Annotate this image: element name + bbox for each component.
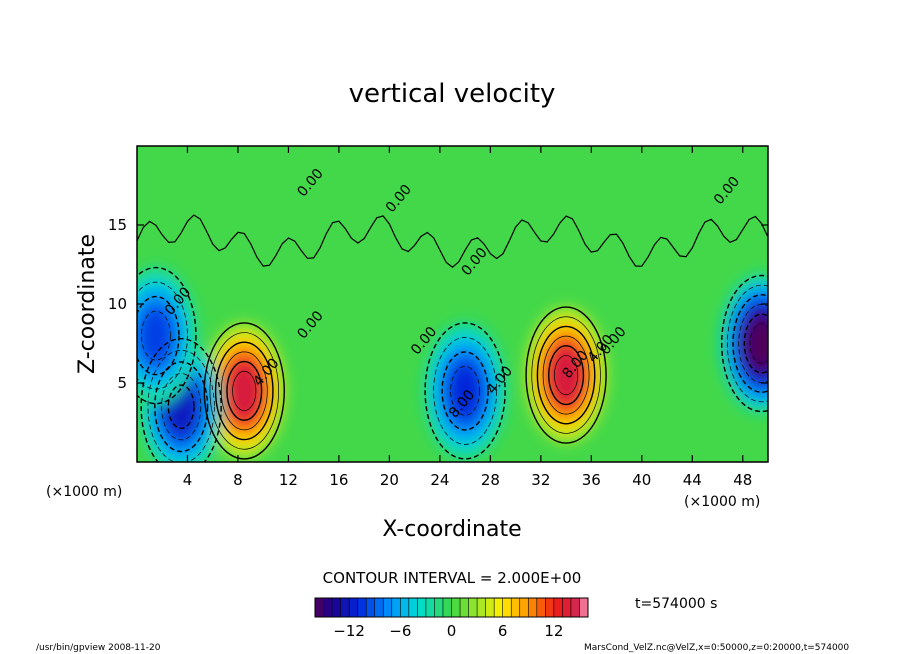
colorbar-cell (417, 598, 426, 617)
contour-interval-text: CONTOUR INTERVAL = 2.000E+00 (323, 569, 582, 587)
y-axis-unit: (×1000 m) (46, 484, 122, 500)
colorbar-cell (486, 598, 495, 617)
colorbar-cell (494, 598, 503, 617)
x-tick-label: 12 (279, 471, 298, 489)
colorbar-cell (571, 598, 580, 617)
colorbar-cell (477, 598, 486, 617)
colorbar-cell (452, 598, 461, 617)
x-tick-label: 4 (183, 471, 193, 489)
colorbar-cell (528, 598, 537, 617)
colorbar-cell (503, 598, 512, 617)
colorbar-cell (426, 598, 435, 617)
colorbar-cell (366, 598, 375, 617)
x-tick-label: 24 (430, 471, 449, 489)
x-tick-label: 40 (632, 471, 651, 489)
x-tick-label: 44 (683, 471, 702, 489)
colorbar-cell (434, 598, 443, 617)
y-tick-label: 15 (108, 216, 127, 234)
colorbar-tick-label: 6 (498, 622, 508, 640)
colorbar-cell (400, 598, 409, 617)
colorbar-cell (324, 598, 333, 617)
colorbar-cell (332, 598, 341, 617)
x-tick-label: 28 (481, 471, 500, 489)
colorbar-cell (545, 598, 554, 617)
x-tick-label: 16 (329, 471, 348, 489)
colorbar-cell (511, 598, 520, 617)
colorbar-cell (443, 598, 452, 617)
y-axis-label: Z-coordinate (75, 234, 100, 374)
y-tick-label: 10 (108, 295, 127, 313)
x-tick-label: 36 (582, 471, 601, 489)
colorbar-ticks: −12 −6 0 6 12 (333, 622, 563, 640)
colorbar-cell (392, 598, 401, 617)
colorbar-tick-label: 12 (544, 622, 563, 640)
colorbar-cell (341, 598, 350, 617)
x-tick-label: 20 (380, 471, 399, 489)
time-text: t=574000 s (635, 596, 717, 612)
colorbar-cell (375, 598, 384, 617)
plot-area: 0.000.000.00 0.000.000.000.000.004.00 4.00… (114, 146, 804, 477)
colorbar-cell (349, 598, 358, 617)
colorbar-cell (469, 598, 478, 617)
colorbar-tick-label: −6 (389, 622, 411, 640)
colorbar-cell (358, 598, 367, 617)
colorbar-cell (460, 598, 469, 617)
footer-left: /usr/bin/gpview 2008-11-20 (36, 643, 161, 653)
colorbar-tick-label: −12 (333, 622, 365, 640)
colorbar-cell (537, 598, 546, 617)
colorbar-cell (520, 598, 529, 617)
colorbar-cell (315, 598, 324, 617)
colorbar (315, 598, 588, 617)
colorbar-cell (579, 598, 588, 617)
colorbar-cell (383, 598, 392, 617)
colorbar-cell (562, 598, 571, 617)
x-axis-unit: (×1000 m) (684, 494, 760, 510)
colorbar-cell (409, 598, 418, 617)
colorbar-tick-label: 0 (447, 622, 457, 640)
y-tick-label: 5 (117, 374, 127, 392)
colorbar-cell (554, 598, 563, 617)
x-tick-label: 8 (233, 471, 243, 489)
chart-title: vertical velocity (349, 79, 556, 109)
x-tick-label: 48 (733, 471, 752, 489)
x-axis-label: X-coordinate (382, 517, 521, 542)
x-tick-label: 32 (531, 471, 550, 489)
footer-right: MarsCond_VelZ.nc@VelZ,x=0:50000,z=0:2000… (584, 643, 849, 653)
